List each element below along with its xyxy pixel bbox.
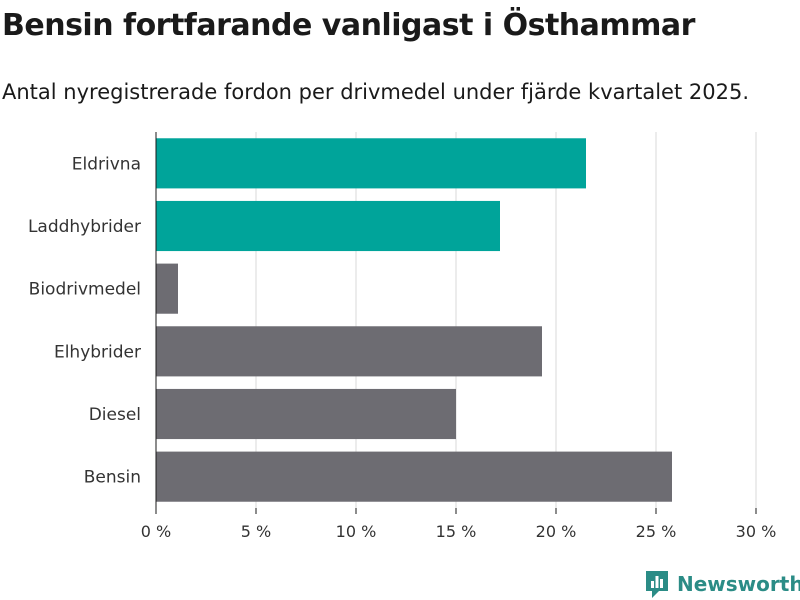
bar xyxy=(156,200,500,252)
category-label: Bensin xyxy=(84,468,141,488)
bar xyxy=(156,138,586,189)
bar xyxy=(156,388,456,440)
bar xyxy=(156,263,178,314)
x-tick-label: 20 % xyxy=(536,522,577,541)
brand-name: Newsworthy xyxy=(677,572,800,596)
x-tick-label: 5 % xyxy=(241,522,271,541)
category-label: Diesel xyxy=(89,405,141,425)
bar-chart: Eldrivna Laddhybrider Biodrivmedel Elhybrid… xyxy=(28,132,777,541)
category-label: Biodrivmedel xyxy=(29,280,141,300)
chart-title: Bensin fortfarande vanligast i Östhammar xyxy=(2,8,695,43)
x-tick-label: 30 % xyxy=(736,522,777,541)
bar xyxy=(156,451,672,502)
brand-logo: Newsworthy xyxy=(644,569,800,599)
x-tick-label: 10 % xyxy=(336,522,377,541)
category-label: Eldrivna xyxy=(72,154,141,174)
category-label: Laddhybrider xyxy=(28,217,141,237)
newsworthy-logo-icon xyxy=(646,571,668,598)
bar xyxy=(156,326,542,377)
x-tick-label: 15 % xyxy=(436,522,477,541)
chart-subtitle: Antal nyregistrerade fordon per drivmede… xyxy=(2,80,750,104)
category-label: Elhybrider xyxy=(54,342,141,362)
x-tick-label: 25 % xyxy=(636,522,677,541)
x-tick-label: 0 % xyxy=(141,522,171,541)
